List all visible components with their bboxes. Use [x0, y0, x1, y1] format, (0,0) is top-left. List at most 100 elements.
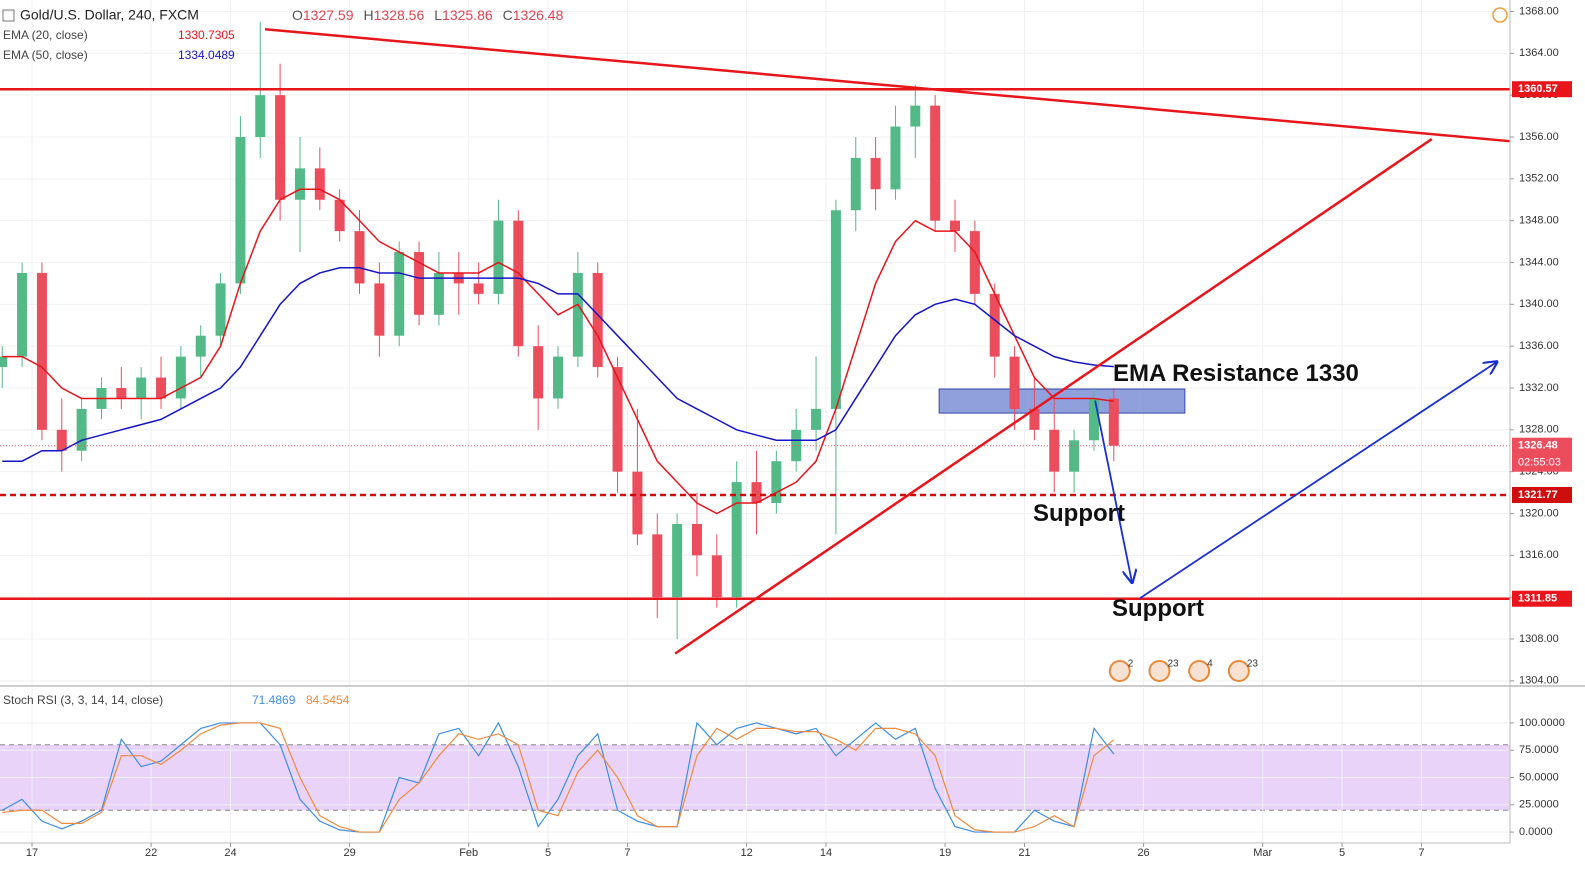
candle-body: [691, 523, 702, 556]
countdown: 02:55:03: [1518, 457, 1561, 469]
event-count: 4: [1207, 659, 1213, 670]
candle-body: [215, 283, 226, 336]
indicator-value: 84.5454: [306, 693, 350, 707]
candle-body: [771, 461, 782, 504]
candle-body: [592, 272, 603, 368]
candle-body: [394, 252, 405, 336]
y-tick-label: 1348.00: [1519, 215, 1559, 227]
price-label-box: [1512, 437, 1572, 472]
y-tick-label: 1364.00: [1519, 47, 1559, 59]
candle-body: [791, 429, 802, 462]
x-tick-label: 26: [1137, 847, 1149, 859]
candle-body: [910, 105, 921, 127]
x-tick-label: 19: [939, 847, 951, 859]
x-tick-label: 14: [820, 847, 832, 859]
candle-body: [969, 231, 980, 294]
alert-icon[interactable]: [1492, 7, 1508, 23]
series-line: [1, 721, 1115, 833]
candle-body: [136, 377, 147, 399]
candle-body: [1108, 398, 1119, 446]
y-tick-label: 1368.00: [1519, 5, 1559, 17]
candle-body: [830, 210, 841, 409]
y-tick-label: 1332.00: [1519, 382, 1559, 394]
arrow: [1094, 400, 1132, 583]
candle-body: [1049, 429, 1060, 472]
candle-body: [751, 482, 762, 504]
candle-body: [116, 387, 127, 399]
annotation: EMA Resistance 1330: [1113, 360, 1359, 387]
legend-value: 1330.7305: [178, 28, 235, 42]
candle-body: [1088, 398, 1099, 441]
candle-body: [672, 523, 683, 598]
event-icon: [1188, 660, 1211, 682]
candle-body: [334, 199, 345, 232]
y-tick-label: 1340.00: [1519, 298, 1559, 310]
series-line: [2, 722, 1115, 833]
candle-body: [533, 346, 544, 399]
price-label: 1360.57: [1518, 83, 1558, 95]
y-tick-label: 1344.00: [1519, 256, 1559, 268]
y-tick-label: 1356.00: [1519, 131, 1559, 143]
candle-body: [493, 220, 504, 294]
x-tick-label: 22: [145, 847, 157, 859]
event-icon: [1227, 660, 1250, 682]
x-tick-label: 29: [343, 847, 355, 859]
candle-body: [870, 157, 881, 190]
y-tick-label: 1316.00: [1519, 549, 1559, 561]
candle-body: [731, 482, 742, 598]
candle-body: [811, 408, 822, 430]
candle-body: [572, 272, 583, 357]
ohlc-value: 1326.48: [513, 7, 564, 23]
symbol-title: Gold/U.S. Dollar, 240, FXCM: [20, 7, 199, 23]
candle-body: [513, 220, 524, 347]
x-tick-label: 7: [624, 847, 630, 859]
collapse-icon[interactable]: [2, 9, 15, 22]
grid: [0, 0, 1510, 843]
candle-body: [989, 293, 1000, 357]
x-tick-label: 24: [224, 847, 236, 859]
annotation: Support: [1112, 595, 1204, 622]
candle-body: [195, 335, 206, 357]
y-tick-label: 1336.00: [1519, 340, 1559, 352]
x-tick-label: 17: [26, 847, 38, 859]
y-tick-label: 0.0000: [1519, 826, 1553, 838]
candle-body: [0, 356, 8, 368]
x-tick-label: 7: [1418, 847, 1424, 859]
candle-body: [17, 272, 28, 357]
x-tick-label: Feb: [459, 847, 478, 859]
candle-body: [354, 231, 365, 284]
ohlc-label: L: [434, 7, 442, 23]
candle-body: [632, 471, 643, 535]
x-tick-label: 12: [740, 847, 752, 859]
candle-body: [890, 126, 901, 190]
y-tick-label: 1328.00: [1519, 424, 1559, 436]
ohlc-value: 1327.59: [303, 7, 354, 23]
annotation: Support: [1033, 500, 1125, 527]
candle-body: [850, 157, 861, 211]
event-count: 23: [1247, 659, 1259, 670]
price-label-box: [1512, 590, 1572, 607]
candle-body: [1009, 356, 1020, 409]
series-line: [2, 188, 1114, 515]
arrow: [1139, 362, 1497, 599]
candle-body: [76, 408, 87, 451]
candle-body: [175, 356, 186, 399]
candle-body: [414, 252, 425, 315]
candle-body: [56, 429, 67, 451]
price-label: 1311.85: [1518, 593, 1557, 605]
x-tick-label: 5: [1339, 847, 1345, 859]
candle-body: [255, 95, 266, 137]
candle-body: [374, 283, 385, 336]
legend-name: EMA (50, close): [3, 48, 88, 62]
candle-body: [294, 168, 305, 200]
candle-body: [553, 356, 564, 399]
candle-body: [473, 283, 484, 294]
legend-value: 1334.0489: [178, 48, 235, 62]
candle-body: [275, 95, 286, 200]
trendline: [264, 28, 1511, 143]
y-tick-label: 1320.00: [1519, 507, 1559, 519]
event-count: 2: [1128, 659, 1134, 670]
candle-body: [433, 272, 444, 315]
candle-body: [711, 555, 722, 598]
candle-body: [314, 168, 325, 200]
